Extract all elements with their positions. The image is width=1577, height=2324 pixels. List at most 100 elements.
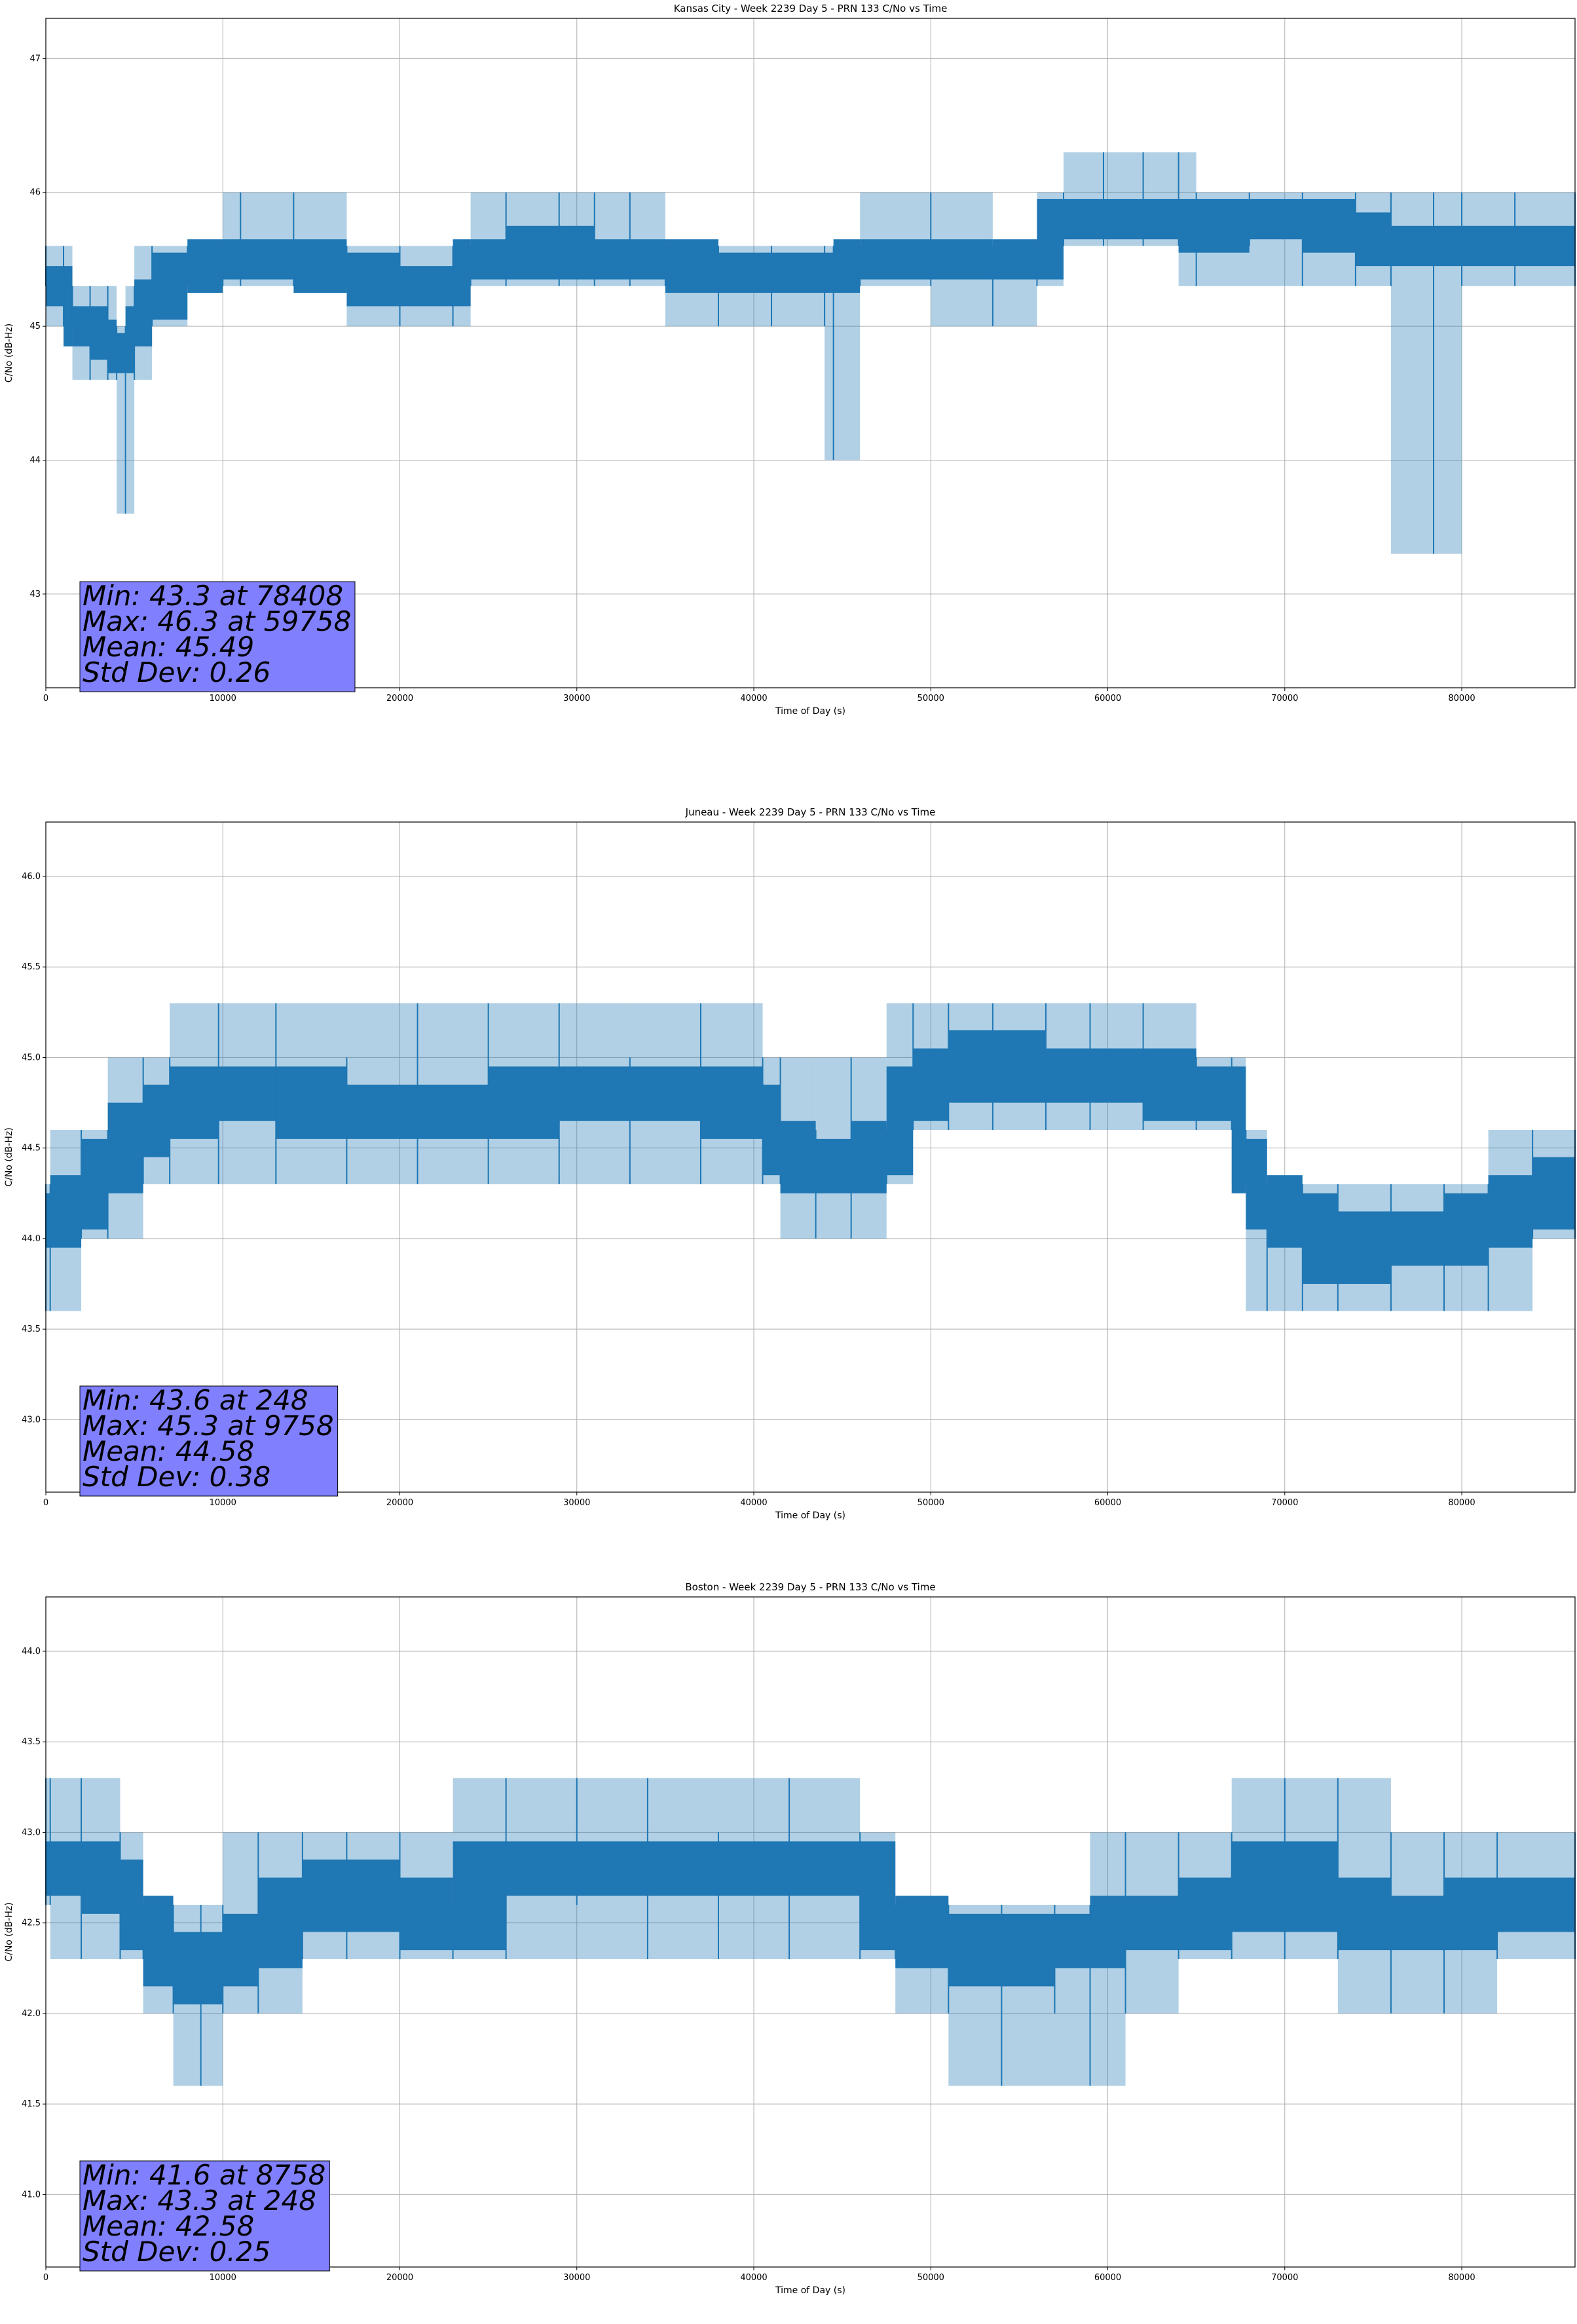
data-band <box>629 1066 701 1121</box>
data-band <box>594 239 630 280</box>
x-tick-label: 10000 <box>210 694 236 703</box>
data-band <box>780 1121 816 1193</box>
y-tick-label: 45 <box>29 322 41 331</box>
data-band <box>860 239 931 280</box>
stats-line: Min: 43.3 at 78408 <box>83 580 343 612</box>
x-tick-label: 60000 <box>1094 2273 1121 2283</box>
data-band <box>50 1175 82 1248</box>
stats-line: Std Dev: 0.26 <box>83 656 270 688</box>
data-band <box>771 252 825 293</box>
data-band <box>1090 1896 1126 1968</box>
data-band <box>90 306 108 360</box>
chart-panel-boston: Boston - Week 2239 Day 5 - PRN 133 C/No … <box>0 1550 1577 2324</box>
data-band <box>302 1859 347 1932</box>
chart-panel-juneau: Juneau - Week 2239 Day 5 - PRN 133 C/No … <box>0 775 1577 1549</box>
data-band <box>143 1896 174 1987</box>
data-band <box>218 1066 276 1121</box>
y-tick-label: 41.0 <box>22 2190 41 2200</box>
data-band <box>134 279 153 347</box>
data-band <box>559 225 595 280</box>
data-band <box>1063 198 1104 240</box>
data-envelope <box>825 246 834 460</box>
data-band <box>1488 1175 1533 1248</box>
x-tick-label: 0 <box>43 1498 48 1508</box>
data-band <box>931 239 993 280</box>
data-band <box>860 1841 896 1951</box>
data-band <box>346 252 400 307</box>
y-tick-label: 47 <box>29 54 41 64</box>
data-band <box>1355 212 1391 267</box>
data-band <box>276 1066 347 1139</box>
x-tick-label: 70000 <box>1271 1498 1298 1508</box>
data-band <box>107 319 117 373</box>
data-band <box>1390 225 1434 267</box>
stats-line: Std Dev: 0.38 <box>83 1461 270 1493</box>
y-tick-label: 46.0 <box>22 872 41 882</box>
data-band <box>718 252 772 293</box>
data-band <box>1246 1138 1267 1230</box>
x-tick-label: 50000 <box>918 694 944 703</box>
data-band <box>815 1138 851 1193</box>
x-tick-label: 40000 <box>740 1498 767 1508</box>
x-tick-label: 20000 <box>386 694 413 703</box>
data-band <box>1090 1048 1143 1103</box>
chart-title: Boston - Week 2239 Day 5 - PRN 133 C/No … <box>685 1581 935 1593</box>
data-band <box>576 1841 648 1896</box>
data-band <box>399 266 453 307</box>
y-axis-label: C/No (dB-Hz) <box>4 324 14 383</box>
data-band <box>1143 1048 1197 1121</box>
chart-title: Juneau - Week 2239 Day 5 - PRN 133 C/No … <box>685 806 936 818</box>
data-band <box>143 1084 170 1157</box>
y-tick-label: 43 <box>29 590 41 599</box>
x-axis-label: Time of Day (s) <box>775 2285 845 2296</box>
data-band <box>50 1841 82 1896</box>
stats-line: Max: 45.3 at 9758 <box>83 1410 334 1442</box>
x-tick-label: 80000 <box>1448 2273 1475 2283</box>
data-band <box>200 1932 223 2005</box>
data-band <box>913 1048 949 1121</box>
data-band <box>173 1932 201 2005</box>
data-band <box>1231 1066 1246 1193</box>
data-band <box>170 1066 219 1139</box>
data-band <box>81 1841 121 1914</box>
data-band <box>1125 1896 1179 1951</box>
x-tick-label: 60000 <box>1094 694 1121 703</box>
data-band <box>1532 1157 1575 1230</box>
data-band <box>81 1138 108 1230</box>
data-band <box>629 239 665 280</box>
x-tick-label: 60000 <box>1094 1498 1121 1508</box>
data-band <box>665 239 718 293</box>
data-band <box>1515 225 1575 267</box>
data-band <box>1444 1193 1489 1266</box>
x-tick-label: 80000 <box>1448 1498 1475 1508</box>
plot-frame <box>45 1596 1576 2268</box>
stats-line: Mean: 42.58 <box>83 2210 254 2242</box>
data-band <box>1178 198 1197 253</box>
data-band <box>1249 198 1303 240</box>
stats-line: Max: 46.3 at 59758 <box>83 605 351 637</box>
data-band <box>223 1913 259 1987</box>
data-band <box>1337 1211 1391 1284</box>
stats-box <box>79 581 356 692</box>
x-tick-label: 50000 <box>918 1498 944 1508</box>
data-band <box>72 306 90 347</box>
data-band <box>399 1877 453 1951</box>
data-band <box>506 225 559 280</box>
x-tick-label: 0 <box>43 694 48 703</box>
plot-frame <box>45 18 1576 688</box>
y-tick-label: 42.5 <box>22 1919 41 1928</box>
x-tick-label: 30000 <box>563 1498 590 1508</box>
data-band <box>1037 198 1064 280</box>
data-band <box>125 306 135 373</box>
data-band <box>346 1084 418 1139</box>
x-tick-label: 50000 <box>918 2273 944 2283</box>
data-band <box>1143 198 1179 240</box>
chart-title: Kansas City - Week 2239 Day 5 - PRN 133 … <box>674 3 948 14</box>
data-band <box>1302 1193 1338 1284</box>
x-tick-label: 80000 <box>1448 694 1475 703</box>
data-band <box>1001 1913 1055 1987</box>
data-band <box>470 239 506 280</box>
x-tick-label: 20000 <box>386 1498 413 1508</box>
data-band <box>1054 1913 1090 1968</box>
stats-box <box>79 1385 339 1497</box>
